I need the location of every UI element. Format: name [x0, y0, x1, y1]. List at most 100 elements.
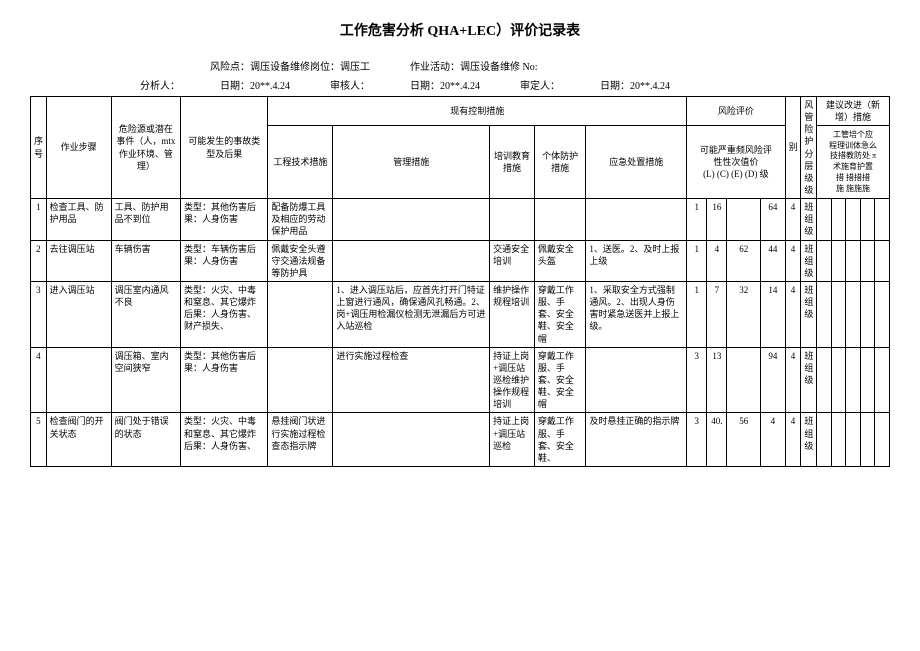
cell-step: 进入调压站 [46, 281, 111, 347]
cell-s2 [831, 199, 846, 240]
cell-E [727, 347, 761, 413]
cell-emg: 1、送医。2、及时上报上级 [586, 240, 687, 281]
cell-s1 [817, 281, 832, 347]
date-analyst: 日期：20**.4.24 [220, 77, 290, 92]
cell-accident: 类型：火灾、中毒和窒息、其它爆炸 后果：人身伤害、财产损失、 [181, 281, 268, 347]
cell-s4 [860, 240, 875, 281]
h-hazard: 危险源或潜在事件（人，mtx作业环境、管理） [111, 97, 180, 199]
analysis-table: 序号 作业步骤 危险源或潜在事件（人，mtx作业环境、管理） 可能发生的事故类型… [30, 96, 890, 467]
cell-lvl: 4 [785, 413, 801, 467]
cell-hazard: 车辆伤害 [111, 240, 180, 281]
cell-D: 44 [761, 240, 786, 281]
h-lvl-extra: 别 [785, 97, 801, 199]
cell-mgmt: 进行实施过程检查 [333, 347, 490, 413]
doc-title: 工作危害分析 QHA+LEC）评价记录表 [30, 20, 890, 40]
cell-tier: 班组级 [801, 240, 817, 281]
h-suggest: 建议改进（新增）措施 [817, 97, 890, 126]
cell-edu: 维护操作规程培训 [490, 281, 535, 347]
cell-tier: 班组级 [801, 281, 817, 347]
h-lcvd-mid: 性性次值价 [713, 157, 758, 167]
table-row: 2去往调压站车辆伤害类型：车辆伤害后果：人身伤害佩戴安全头遵守交通法规备等防护具… [31, 240, 890, 281]
cell-s2 [831, 413, 846, 467]
cell-L: 1 [687, 240, 707, 281]
table-body: 1检查工具、防护用品工具、防护用品不到位类型：其他伤害后果：人身伤害配备防爆工具… [31, 199, 890, 467]
reviewer: 审核人： [330, 77, 370, 92]
cell-accident: 类型：火灾、中毒和窒息、其它爆炸 后果：人身伤害、 [181, 413, 268, 467]
cell-D: 4 [761, 413, 786, 467]
cell-s5 [875, 240, 890, 281]
reviewer-label: 审核人： [330, 81, 370, 92]
cell-edu: 交通安全培训 [490, 240, 535, 281]
analyst-label: 分析人： [140, 81, 180, 92]
h-sug-mid1: 程理训体急么 [829, 141, 877, 150]
cell-step: 检查阀门的开关状态 [46, 413, 111, 467]
cell-D: 94 [761, 347, 786, 413]
h-step: 作业步骤 [46, 97, 111, 199]
cell-L: 1 [687, 281, 707, 347]
approver: 审定人： [520, 77, 560, 92]
cell-s3 [846, 281, 861, 347]
cell-ppe: 佩戴安全头盔 [534, 240, 586, 281]
cell-ppe: 穿戴工作服、手套、安全鞋、安全帽 [534, 347, 586, 413]
cell-mgmt: 1、进入调压站后，应首先打开门特证上窗进行通风，确保通风孔畅通。2、岗+调压用检… [333, 281, 490, 347]
risk-point: 风险点：调压设备维修岗位：调压工 [210, 58, 370, 73]
cell-emg: 1、采取安全方式强制通风。2、出现人身伤害时紧急送医并上报上级。 [586, 281, 687, 347]
activity: 作业活动：调压设备维修 No: [410, 58, 538, 73]
cell-eng: 佩戴安全头遵守交通法规备等防护具 [268, 240, 333, 281]
cell-E [727, 199, 761, 240]
cell-lvl: 4 [785, 347, 801, 413]
cell-seq: 5 [31, 413, 47, 467]
cell-edu: 持证上岗+调压站巡检 [490, 413, 535, 467]
meta-row-2: 分析人： 日期：20**.4.24 审核人： 日期：20**.4.24 审定人：… [30, 77, 890, 92]
cell-lvl: 4 [785, 199, 801, 240]
cell-lvl: 4 [785, 240, 801, 281]
cell-accident: 类型：车辆伤害后果：人身伤害 [181, 240, 268, 281]
h-sug-mid2: 技措教防处 π [830, 151, 876, 160]
table-row: 1检查工具、防护用品工具、防护用品不到位类型：其他伤害后果：人身伤害配备防爆工具… [31, 199, 890, 240]
meta-row-1: 风险点：调压设备维修岗位：调压工 作业活动：调压设备维修 No: [30, 58, 890, 73]
cell-C: 13 [707, 347, 727, 413]
cell-s5 [875, 413, 890, 467]
cell-s4 [860, 199, 875, 240]
cell-s5 [875, 347, 890, 413]
date-label-2: 日期： [410, 81, 440, 92]
cell-seq: 4 [31, 347, 47, 413]
cell-step: 去往调压站 [46, 240, 111, 281]
date-analyst-value: 20**.4.24 [250, 81, 290, 92]
h-mgmt: 管理措施 [333, 126, 490, 199]
cell-C: 7 [707, 281, 727, 347]
cell-C: 4 [707, 240, 727, 281]
cell-s3 [846, 240, 861, 281]
cell-ppe: 穿戴工作服、手套、安全鞋、安全帽 [534, 281, 586, 347]
cell-eng: 配备防爆工具及相应的劳动保护用品 [268, 199, 333, 240]
cell-mgmt [333, 199, 490, 240]
cell-step: 检查工具、防护用品 [46, 199, 111, 240]
risk-point-label: 风险点： [210, 62, 250, 73]
cell-tier: 班组级 [801, 347, 817, 413]
cell-emg [586, 199, 687, 240]
h-accident: 可能发生的事故类型及后果 [181, 97, 268, 199]
h-sug-bot3: 施 施施施 [836, 184, 870, 193]
date-label-1: 日期： [220, 81, 250, 92]
cell-L: 3 [687, 413, 707, 467]
cell-seq: 2 [31, 240, 47, 281]
cell-D: 14 [761, 281, 786, 347]
h-eval: 风险评价 [687, 97, 786, 126]
cell-hazard: 调压箱、室内空间狭窄 [111, 347, 180, 413]
cell-tier: 班组级 [801, 413, 817, 467]
h-suggest-detail: 工管培个应 程理训体急么 技措教防处 π 术施育护置 措 措措措 施 施施施 [817, 126, 890, 199]
h-tier: 风管险护 分层级级 [801, 97, 817, 199]
h-lvl-extra-text: 别 [789, 142, 798, 152]
cell-C: 16 [707, 199, 727, 240]
cell-eng [268, 347, 333, 413]
date-approver: 日期：20**.4.24 [600, 77, 670, 92]
date-reviewer-value: 20**.4.24 [440, 81, 480, 92]
h-tier-mid: 分层级级 [804, 149, 813, 195]
h-tier-top: 风管险护 [804, 100, 813, 146]
cell-lvl: 4 [785, 281, 801, 347]
cell-hazard: 阀门处于错误的状态 [111, 413, 180, 467]
cell-hazard: 工具、防护用品不到位 [111, 199, 180, 240]
analyst: 分析人： [140, 77, 180, 92]
cell-s1 [817, 240, 832, 281]
cell-E: 56 [727, 413, 761, 467]
